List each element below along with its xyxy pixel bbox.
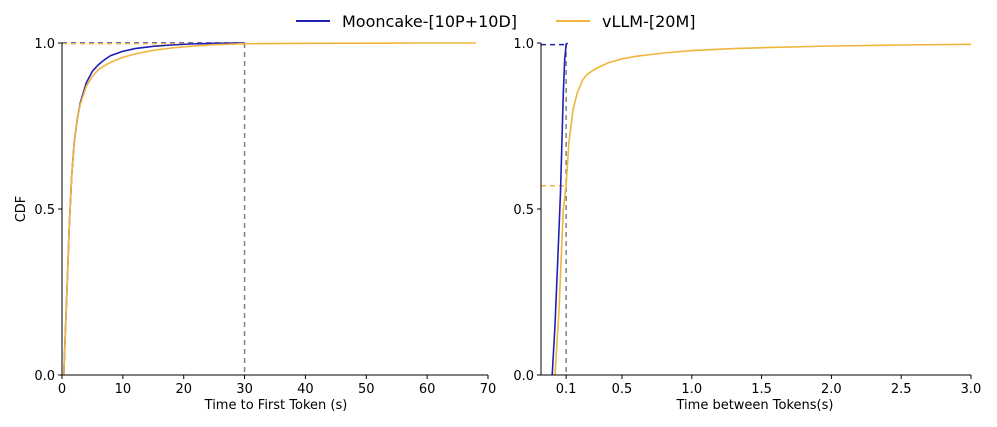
tbt-x-tick-label: 0.5 (612, 382, 633, 397)
ttft-y-tick-label: 0.5 (34, 203, 55, 218)
tbt-x-axis-label: Time between Tokens(s) (676, 398, 834, 413)
tbt-x-tick-label: 2.5 (891, 382, 912, 397)
ttft-x-tick-label: 20 (175, 382, 192, 397)
legend-label-mooncake: Mooncake-[10P+10D] (342, 12, 517, 31)
ttft-y-tick-label: 1.0 (34, 37, 55, 52)
ttft-y-axis-label: CDF (14, 196, 29, 223)
tbt-y-tick-label: 0.5 (513, 203, 534, 218)
tbt-x-tick-label: 1.5 (751, 382, 772, 397)
tbt-x-tick-label: 3.0 (961, 382, 982, 397)
ttft-series-line-vllm (63, 42, 476, 376)
tbt-series-line-vllm (554, 43, 972, 376)
ttft-x-tick-label: 50 (358, 382, 375, 397)
tbt-x-tick-label: 1.0 (681, 382, 702, 397)
ttft-series-line-mooncake (63, 42, 245, 376)
tbt-x-tick-label: 0.1 (556, 382, 577, 397)
tbt-y-tick-label: 0.0 (513, 369, 534, 384)
ttft-x-tick-label: 40 (297, 382, 314, 397)
tbt-cdf-chart: 0.1 0.5 1.0 1.5 2.0 2.5 3.0 0.0 0.5 1.0 Time betw… (513, 37, 981, 413)
tbt-y-tick-label: 1.0 (513, 37, 534, 52)
legend: Mooncake-[10P+10D] vLLM-[20M] (296, 12, 696, 31)
tbt-x-tick-label: 2.0 (821, 382, 842, 397)
ttft-cdf-chart: 0 10 20 30 40 50 60 70 0.0 0.5 1.0 Time to First T… (14, 37, 496, 413)
tbt-series-line-mooncake (551, 42, 569, 376)
ttft-x-axis-label: Time to First Token (s) (204, 398, 348, 413)
ttft-x-tick-label: 0 (58, 382, 66, 397)
ttft-x-tick-label: 10 (115, 382, 132, 397)
legend-label-vllm: vLLM-[20M] (602, 12, 696, 31)
ttft-x-tick-label: 70 (480, 382, 497, 397)
ttft-x-tick-label: 30 (236, 382, 253, 397)
ttft-y-tick-label: 0.0 (34, 369, 55, 384)
ttft-x-tick-label: 60 (419, 382, 436, 397)
